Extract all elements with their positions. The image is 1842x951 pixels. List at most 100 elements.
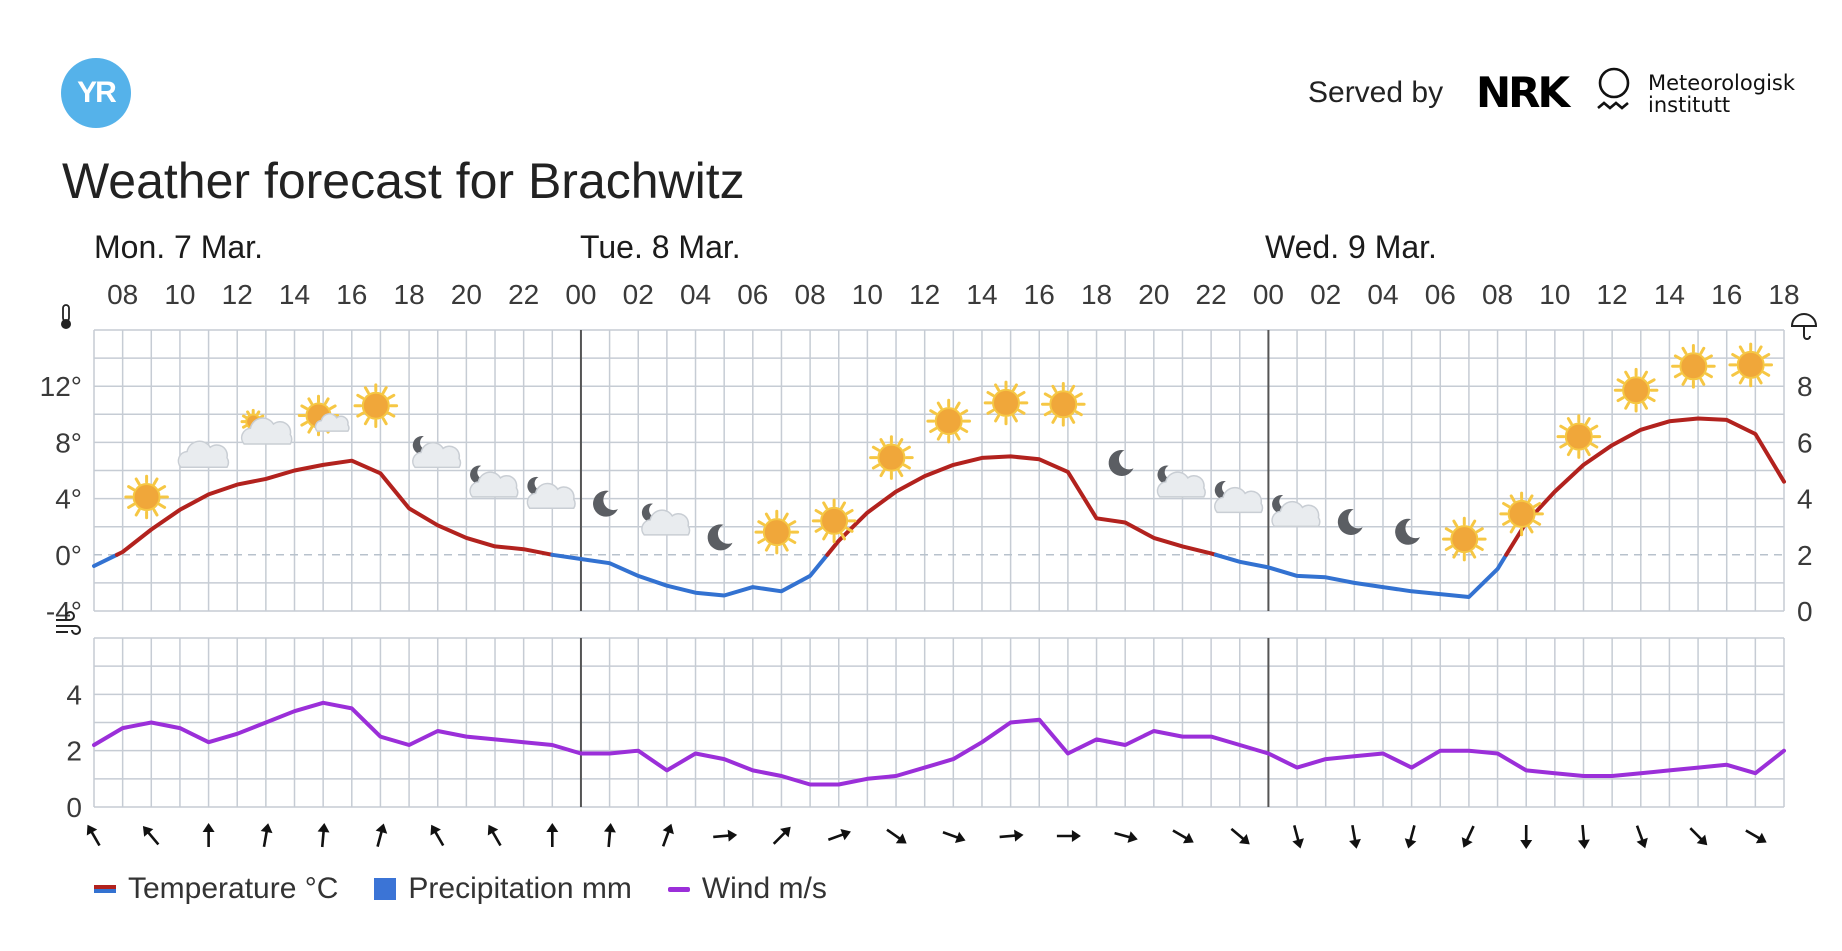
sun-ray bbox=[1452, 550, 1459, 559]
wind-direction-arrow bbox=[1404, 825, 1417, 849]
legend-precipitation[interactable]: Precipitation mm bbox=[374, 872, 632, 906]
sun-ray bbox=[897, 469, 904, 478]
wind-tick-label: 2 bbox=[66, 736, 82, 767]
sun-ray bbox=[1533, 519, 1542, 526]
moon-shape bbox=[1337, 508, 1363, 535]
sun-ray bbox=[1699, 346, 1706, 355]
sun-ray bbox=[814, 509, 823, 515]
wind-direction-arrow bbox=[1172, 829, 1194, 844]
sun-ray bbox=[986, 390, 995, 397]
hour-tick-label: 08 bbox=[107, 279, 138, 310]
moon-cloud-icon bbox=[641, 503, 691, 536]
sun-ray bbox=[134, 508, 141, 517]
met-institute-logo-text[interactable]: Meteorologisk institutt bbox=[1648, 72, 1795, 116]
moon-cloud-icon bbox=[526, 476, 576, 509]
sun-ray bbox=[871, 463, 880, 470]
hour-tick-label: 10 bbox=[852, 279, 883, 310]
wind-direction-arrow bbox=[1349, 824, 1361, 849]
cloud-shape bbox=[412, 441, 462, 469]
moon-cloud-icon bbox=[1156, 465, 1206, 498]
hour-tick-label: 00 bbox=[1253, 279, 1284, 310]
temperature-line-cold bbox=[550, 552, 830, 598]
sun-ray bbox=[307, 397, 314, 406]
yr-logo[interactable]: YR bbox=[61, 58, 131, 128]
sun-ray bbox=[356, 393, 365, 400]
hour-tick-label: 16 bbox=[336, 279, 367, 310]
sun-ray bbox=[387, 393, 396, 400]
sun-ray bbox=[152, 477, 159, 486]
sun-ray bbox=[1642, 401, 1648, 410]
legend-temperature[interactable]: Temperature °C bbox=[94, 872, 338, 906]
sun-icon bbox=[1041, 381, 1086, 427]
sun-ray bbox=[788, 520, 797, 527]
met-institute-logo-icon[interactable] bbox=[1596, 66, 1632, 116]
sun-ray bbox=[1647, 396, 1656, 403]
hour-tick-label: 16 bbox=[1711, 279, 1742, 310]
sun-ray bbox=[954, 432, 961, 441]
sun-ray bbox=[840, 532, 846, 541]
cloud-sun-icon bbox=[240, 408, 293, 445]
precip-tick-label: 2 bbox=[1797, 540, 1813, 571]
sun-ray bbox=[300, 420, 309, 427]
sun-ray bbox=[1566, 448, 1573, 457]
nrk-logo[interactable]: NRK bbox=[1476, 68, 1570, 117]
sun-ray bbox=[1069, 384, 1076, 393]
moon-shape bbox=[1395, 518, 1420, 545]
arrow-head bbox=[1577, 839, 1590, 849]
temp-tick-label: 0° bbox=[55, 540, 82, 571]
arrow-head bbox=[662, 823, 674, 835]
wind-direction-arrow bbox=[1230, 827, 1250, 845]
arrow-head bbox=[780, 826, 791, 838]
arrow-head bbox=[1292, 838, 1304, 849]
chart-legend: Temperature °C Precipitation mm Wind m/s bbox=[94, 872, 863, 906]
legend-wind[interactable]: Wind m/s bbox=[667, 872, 827, 906]
arrow-head bbox=[1349, 838, 1361, 849]
arrow-head bbox=[375, 823, 388, 834]
arrow-head bbox=[603, 823, 616, 833]
moon-shape bbox=[593, 490, 618, 517]
sun-ray bbox=[246, 410, 251, 417]
sun-ray bbox=[929, 427, 938, 434]
hour-tick-label: 00 bbox=[565, 279, 596, 310]
sun-ray bbox=[845, 509, 854, 515]
sun-ray bbox=[994, 414, 1001, 423]
sun-ray bbox=[960, 409, 969, 416]
sun-ray bbox=[757, 538, 766, 544]
sun-ray bbox=[307, 425, 314, 434]
arrow-head bbox=[142, 826, 154, 837]
wind-line bbox=[92, 700, 1786, 787]
sun-ray bbox=[242, 424, 248, 429]
precip-tick-label: 4 bbox=[1797, 484, 1813, 515]
sun-ray bbox=[1681, 346, 1688, 355]
arrow-head bbox=[1239, 833, 1250, 845]
moon-icon bbox=[1108, 449, 1134, 476]
arrow-head bbox=[895, 833, 907, 844]
hour-tick-label: 18 bbox=[1768, 279, 1799, 310]
sun-ray bbox=[300, 404, 309, 411]
wind-direction-arrow bbox=[375, 823, 388, 847]
moon-cloud-icon bbox=[469, 465, 519, 498]
sun-ray bbox=[1681, 377, 1688, 386]
sun-ray bbox=[127, 485, 136, 492]
arrow-head bbox=[1071, 830, 1081, 842]
hour-tick-label: 18 bbox=[1081, 279, 1112, 310]
sun-ray bbox=[1584, 448, 1591, 457]
wind-tick-label: 0 bbox=[66, 792, 82, 823]
sun-ray bbox=[845, 526, 854, 533]
cloud-shape bbox=[469, 471, 519, 498]
cloud-shape bbox=[1214, 486, 1264, 514]
temperature-line-cold bbox=[1213, 552, 1509, 599]
sun-disc bbox=[1679, 352, 1708, 381]
sun-disc bbox=[1049, 390, 1078, 419]
sun-ray bbox=[1673, 372, 1682, 379]
sun-ray bbox=[1051, 415, 1058, 424]
wind-direction-arrow bbox=[260, 823, 273, 848]
arrow-head bbox=[1520, 840, 1533, 849]
sun-ray bbox=[1756, 376, 1763, 385]
sun-ray bbox=[1590, 442, 1599, 449]
sun-ray bbox=[1011, 414, 1018, 423]
temp-tick-label: 12° bbox=[40, 371, 82, 402]
arrow-head bbox=[86, 824, 98, 836]
sun-ray bbox=[328, 404, 337, 411]
wind-strokes bbox=[56, 611, 81, 635]
